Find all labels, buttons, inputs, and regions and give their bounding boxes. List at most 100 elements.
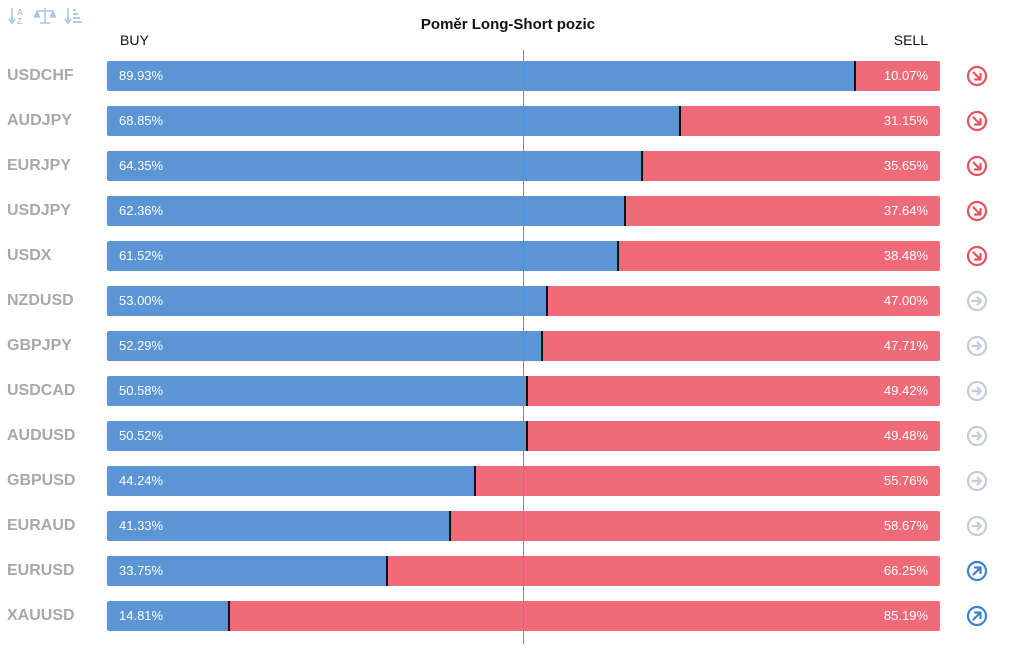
trend-neutral-icon[interactable] — [966, 515, 988, 537]
buy-percent-label: 89.93% — [119, 68, 164, 83]
symbol-label[interactable]: USDCAD — [7, 382, 76, 399]
ratio-bar[interactable]: 14.81% 85.19% — [107, 601, 940, 631]
toolbar: A Z — [6, 4, 84, 28]
sell-percent-label: 55.76% — [883, 473, 928, 488]
trend-down-icon[interactable] — [966, 245, 988, 267]
symbol-label[interactable]: USDX — [7, 247, 52, 264]
trend-neutral-icon[interactable] — [966, 470, 988, 492]
buy-bar-segment: 61.52% — [107, 241, 620, 271]
buy-percent-label: 50.58% — [119, 383, 164, 398]
sell-percent-label: 47.71% — [883, 338, 928, 353]
buy-bar-segment: 33.75% — [107, 556, 389, 586]
sell-bar-segment: 37.64% — [626, 196, 940, 226]
symbol-label[interactable]: XAUUSD — [7, 607, 75, 624]
sell-percent-label: 85.19% — [883, 608, 928, 623]
buy-bar-segment: 89.93% — [107, 61, 857, 91]
sort-amount-icon[interactable] — [62, 5, 84, 27]
ratio-bar[interactable]: 50.52% 49.48% — [107, 421, 940, 451]
ratio-bar[interactable]: 44.24% 55.76% — [107, 466, 940, 496]
chart-title: Poměr Long-Short pozic — [420, 16, 596, 33]
trend-up-icon[interactable] — [966, 605, 988, 627]
ratio-row: USDCAD 50.58% 49.42% — [0, 376, 1016, 421]
trend-down-icon[interactable] — [966, 65, 988, 87]
symbol-label[interactable]: USDCHF — [7, 67, 74, 84]
buy-column-label: BUY — [120, 32, 149, 48]
ratio-row: EURJPY 64.35% 35.65% — [0, 151, 1016, 196]
buy-bar-segment: 64.35% — [107, 151, 644, 181]
sell-percent-label: 47.00% — [883, 293, 928, 308]
ratio-bar[interactable]: 41.33% 58.67% — [107, 511, 940, 541]
ratio-bar[interactable]: 64.35% 35.65% — [107, 151, 940, 181]
ratio-bar[interactable]: 62.36% 37.64% — [107, 196, 940, 226]
trend-neutral-icon[interactable] — [966, 380, 988, 402]
buy-bar-segment: 14.81% — [107, 601, 231, 631]
fifty-percent-line — [523, 50, 524, 644]
sell-bar-segment: 35.65% — [643, 151, 940, 181]
buy-bar-segment: 62.36% — [107, 196, 627, 226]
trend-up-icon[interactable] — [966, 560, 988, 582]
symbol-label[interactable]: NZDUSD — [7, 292, 74, 309]
symbol-label[interactable]: AUDJPY — [7, 112, 72, 129]
ratio-bar[interactable]: 50.58% 49.42% — [107, 376, 940, 406]
buy-percent-label: 62.36% — [119, 203, 164, 218]
sell-percent-label: 66.25% — [883, 563, 928, 578]
trend-neutral-icon[interactable] — [966, 425, 988, 447]
sort-alpha-icon[interactable]: A Z — [6, 5, 28, 27]
ratio-bar[interactable]: 33.75% 66.25% — [107, 556, 940, 586]
buy-bar-segment: 50.52% — [107, 421, 528, 451]
buy-bar-segment: 41.33% — [107, 511, 452, 541]
sell-bar-segment: 66.25% — [388, 556, 940, 586]
sell-bar-segment: 38.48% — [619, 241, 940, 271]
sell-bar-segment: 49.42% — [528, 376, 940, 406]
sell-bar-segment: 85.19% — [230, 601, 940, 631]
trend-down-icon[interactable] — [966, 200, 988, 222]
ratio-row: EURAUD 41.33% 58.67% — [0, 511, 1016, 556]
sell-bar-segment: 31.15% — [680, 106, 940, 136]
ratio-row: USDX 61.52% 38.48% — [0, 241, 1016, 286]
ratio-bar[interactable]: 89.93% 10.07% — [107, 61, 940, 91]
ratio-bar[interactable]: 68.85% 31.15% — [107, 106, 940, 136]
sell-bar-segment: 58.67% — [451, 511, 940, 541]
buy-percent-label: 44.24% — [119, 473, 164, 488]
buy-percent-label: 41.33% — [119, 518, 164, 533]
ratio-row: GBPUSD 44.24% 55.76% — [0, 466, 1016, 511]
ratio-row: AUDJPY 68.85% 31.15% — [0, 106, 1016, 151]
symbol-label[interactable]: EURAUD — [7, 517, 76, 534]
sell-percent-label: 10.07% — [883, 68, 928, 83]
symbol-label[interactable]: GBPJPY — [7, 337, 72, 354]
symbol-label[interactable]: AUDUSD — [7, 427, 76, 444]
trend-down-icon[interactable] — [966, 155, 988, 177]
ratio-rows: USDCHF 89.93% 10.07% AUDJPY 68.85% 31.15% EURJ… — [0, 61, 1016, 646]
sell-bar-segment: 55.76% — [475, 466, 940, 496]
ratio-row: NZDUSD 53.00% 47.00% — [0, 286, 1016, 331]
ratio-bar[interactable]: 52.29% 47.71% — [107, 331, 940, 361]
ratio-row: AUDUSD 50.52% 49.48% — [0, 421, 1016, 466]
svg-text:A: A — [17, 8, 23, 17]
ratio-bar[interactable]: 53.00% 47.00% — [107, 286, 940, 316]
sell-bar-segment: 49.48% — [527, 421, 940, 451]
symbol-label[interactable]: USDJPY — [7, 202, 72, 219]
trend-neutral-icon[interactable] — [966, 290, 988, 312]
svg-text:Z: Z — [17, 17, 22, 26]
balance-scale-icon[interactable] — [34, 5, 56, 27]
buy-bar-segment: 52.29% — [107, 331, 543, 361]
buy-percent-label: 61.52% — [119, 248, 164, 263]
symbol-label[interactable]: EURJPY — [7, 157, 72, 174]
buy-bar-segment: 50.58% — [107, 376, 529, 406]
sell-percent-label: 58.67% — [883, 518, 928, 533]
sell-bar-segment: 10.07% — [856, 61, 940, 91]
symbol-label[interactable]: EURUSD — [7, 562, 75, 579]
ratio-row: USDCHF 89.93% 10.07% — [0, 61, 1016, 106]
symbol-label[interactable]: GBPUSD — [7, 472, 76, 489]
sell-percent-label: 49.48% — [883, 428, 928, 443]
buy-percent-label: 14.81% — [119, 608, 164, 623]
trend-neutral-icon[interactable] — [966, 335, 988, 357]
ratio-bar[interactable]: 61.52% 38.48% — [107, 241, 940, 271]
ratio-row: EURUSD 33.75% 66.25% — [0, 556, 1016, 601]
buy-percent-label: 33.75% — [119, 563, 164, 578]
ratio-row: USDJPY 62.36% 37.64% — [0, 196, 1016, 241]
trend-down-icon[interactable] — [966, 110, 988, 132]
ratio-row: GBPJPY 52.29% 47.71% — [0, 331, 1016, 376]
sell-column-label: SELL — [893, 32, 928, 48]
sell-percent-label: 49.42% — [883, 383, 928, 398]
